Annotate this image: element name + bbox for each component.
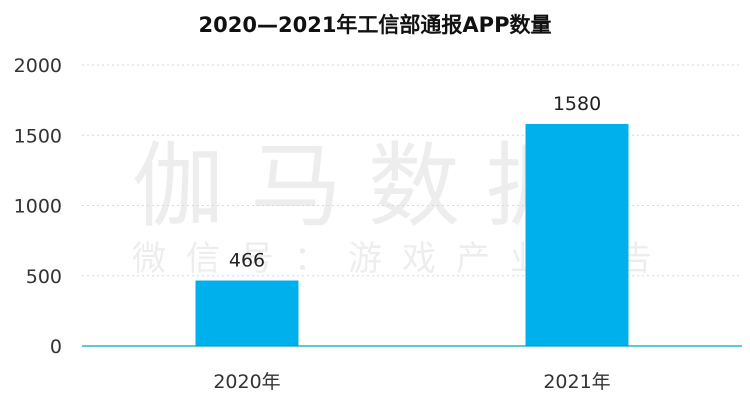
bars [195,124,629,346]
y-tick-label-1500: 1500 [14,125,62,147]
watermark-main: 伽马数据 [132,133,604,240]
y-tick-label-1000: 1000 [14,196,62,218]
x-tick-label-0: 2020年 [213,371,280,393]
y-tick-label-2000: 2000 [14,55,62,77]
gridlines [82,64,742,277]
y-axis: 0 500 1000 1500 2000 [14,55,62,358]
bar-1 [525,124,629,346]
y-tick-label-500: 500 [26,266,62,288]
y-tick-label-0: 0 [50,336,62,358]
data-label-0: 466 [229,250,265,272]
data-labels: 466 1580 [229,93,601,272]
chart-title: 2020—2021年工信部通报APP数量 [199,13,552,37]
data-label-1: 1580 [553,93,601,115]
x-tick-label-1: 2021年 [543,371,610,393]
bar-0 [195,280,299,346]
x-axis: 2020年 2021年 [213,371,610,393]
